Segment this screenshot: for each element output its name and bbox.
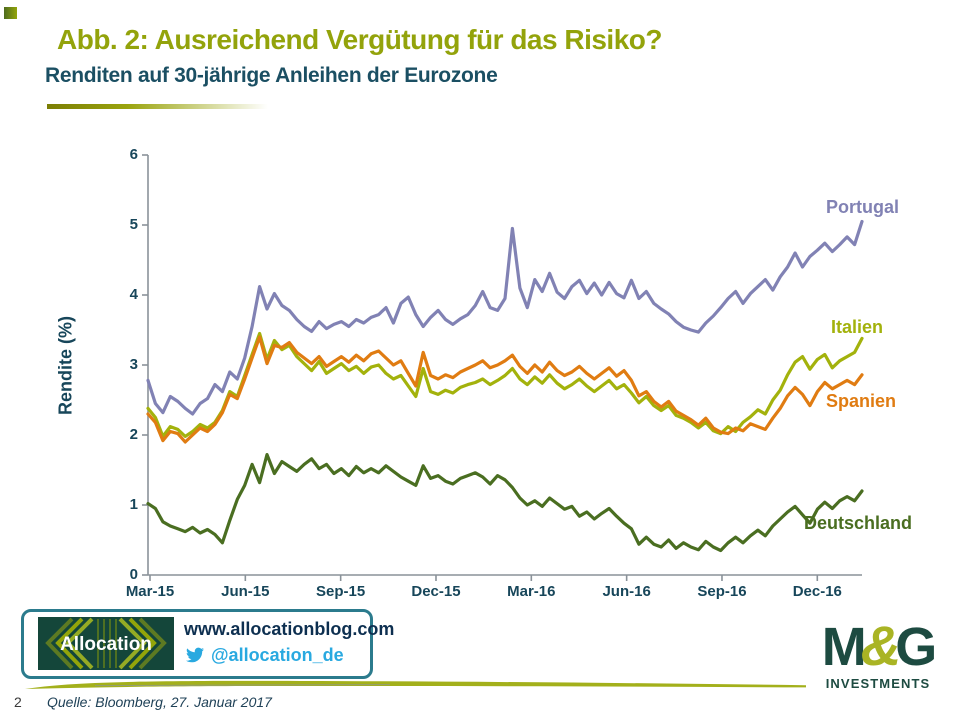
x-tick-label: Sep-16 [697,583,747,600]
footer-swoosh-line [25,680,806,689]
slide-subtitle: Renditen auf 30-jährige Anleihen der Eur… [45,64,498,87]
mg-letter-g: G [895,617,937,677]
line-portugal [146,219,864,416]
line-spanien [146,335,864,444]
series-label-deutschland: Deutschland [804,513,913,533]
series-label-italien: Italien [831,317,884,337]
x-tick-label: Dec-15 [411,583,461,600]
mg-investments-logo: M&G INVESTMENTS [808,617,948,691]
mg-letter-m: M [821,617,867,677]
y-axis-title: Rendite (%) [55,316,76,415]
y-tick-label: 2 [129,426,138,443]
y-tick-label: 1 [129,496,138,513]
x-tick-label: Sep-15 [316,583,366,600]
svg-text:Allocation: Allocation [60,634,152,655]
y-tick-label: 5 [129,216,138,233]
corner-accent-square [4,7,17,19]
title-underline [47,104,277,109]
series-label-spanien: Spanien [826,391,897,411]
chart-plot-area [136,150,872,586]
allocation-website-link[interactable]: www.allocationblog.com [184,619,395,639]
x-tick-label: Mar-15 [125,583,175,600]
y-tick-label: 3 [129,356,138,373]
twitter-icon [186,647,205,663]
allocation-branding-box: Allocation www.allocationblog.com @alloc… [21,609,394,679]
twitter-handle-link[interactable]: @allocation_de [211,645,344,665]
y-tick-label: 6 [129,146,138,163]
x-tick-label: Jun-15 [221,583,270,600]
y-tick-label: 0 [129,566,138,583]
slide-title: Abb. 2: Ausreichend Vergütung für das Ri… [57,24,662,55]
page-number: 2 [14,694,22,710]
series-label-portugal: Portugal [826,197,900,217]
mg-ampersand: & [860,614,901,677]
line-deutschland [146,453,864,553]
x-tick-label: Mar-16 [507,583,556,600]
allocation-logo-graphic: Allocation [38,617,174,670]
source-text: Quelle: Bloomberg, 27. Januar 2017 [47,694,272,710]
y-tick-label: 4 [129,286,138,303]
yield-line-chart [142,154,864,581]
mg-investments-text: INVESTMENTS [825,676,931,691]
x-tick-label: Dec-16 [792,583,842,600]
allocation-logo: Allocation [38,617,174,670]
x-tick-label: Jun-16 [602,583,651,600]
